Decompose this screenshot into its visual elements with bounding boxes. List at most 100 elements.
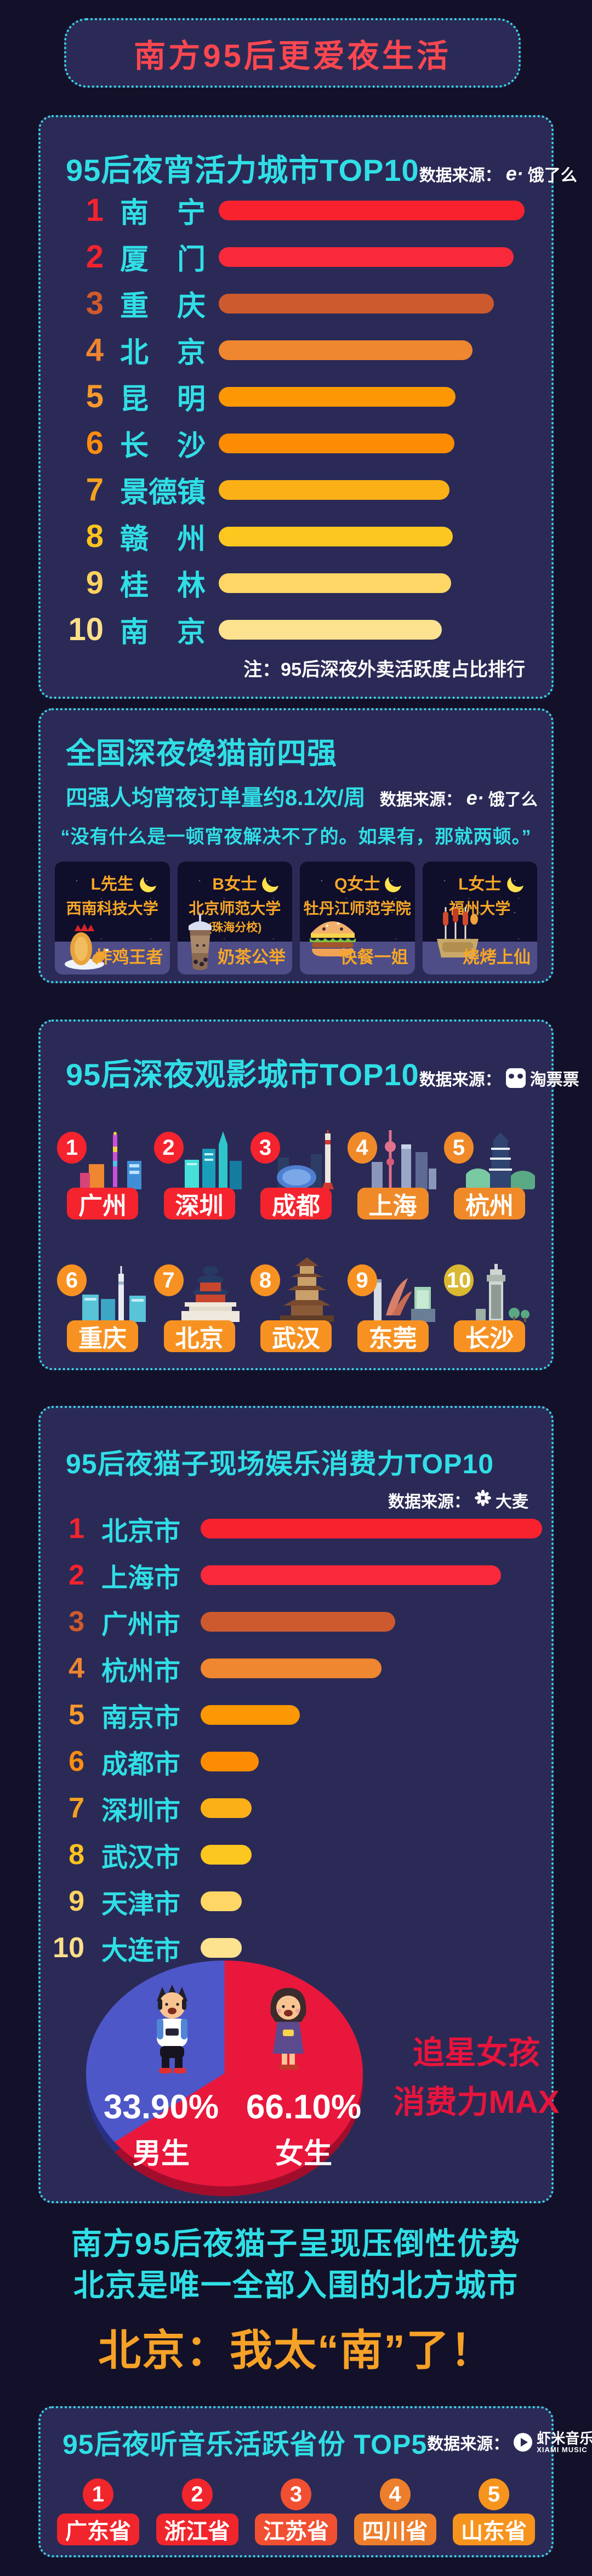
movie-city-item: 8 武汉 xyxy=(251,1257,341,1352)
movie-city-row-1: 1 广州 2 深圳 3 成都 4 上海 5 杭州 xyxy=(41,1130,551,1219)
rank-number: 9 xyxy=(86,565,104,601)
foodie-card: Q女士 牡丹江师范学院 快餐一姐 xyxy=(300,862,415,974)
section-foodies: 全国深夜馋猫前四强 四强人均宵夜订单量约8.1次/周 数据来源： e· 饿了么 … xyxy=(38,708,554,983)
source-name: 饿了么 xyxy=(488,791,538,809)
province-rank-badges: 1 2 3 4 5 xyxy=(41,2478,551,2510)
school-name: 西南科技大学 xyxy=(66,900,158,917)
rank-badge: 10 xyxy=(444,1264,474,1296)
school-name: 牡丹江师范学院 xyxy=(303,900,411,917)
table-row: 6 长 沙 xyxy=(41,420,551,466)
section-title: 95后夜听音乐活跃省份 TOP5 xyxy=(62,2429,428,2460)
conclusion-line-2: 北京是唯一全部入围的北方城市 xyxy=(73,2268,519,2303)
source-name: 大麦 xyxy=(496,1493,528,1511)
city-tag: 北京 xyxy=(163,1320,235,1352)
rank-number: 8 xyxy=(86,518,104,554)
table-row: 1 北京市 xyxy=(41,1505,551,1552)
bar xyxy=(201,1565,502,1585)
male-label: 男生 xyxy=(132,2138,190,2170)
table-row: 9 桂 林 xyxy=(41,560,551,606)
bar xyxy=(219,200,525,220)
city-label: 天津市 xyxy=(101,1889,181,1919)
bar xyxy=(201,1611,396,1632)
rank-number: 5 xyxy=(69,1699,84,1731)
city-tag: 成都 xyxy=(260,1188,332,1219)
person-name: L女士 xyxy=(458,875,502,893)
table-row: 5 南京市 xyxy=(41,1691,551,1738)
footnote: 注：95后深夜外卖活跃度占比排行 xyxy=(243,659,525,680)
rank-number: 7 xyxy=(86,472,104,508)
movie-city-item: 2 深圳 xyxy=(153,1130,245,1219)
city-label: 上海市 xyxy=(101,1563,181,1593)
city-label: 大连市 xyxy=(101,1936,181,1965)
callout-line-2: 消费力MAX xyxy=(393,2084,560,2120)
rank-number: 8 xyxy=(69,1838,84,1871)
province-tags: 广东省 浙江省 江苏省 四川省 山东省 xyxy=(41,2514,551,2545)
movie-city-item: 4 上海 xyxy=(347,1130,439,1219)
foodie-tag: 奶茶公举 xyxy=(218,948,286,967)
section-movies: 95后深夜观影城市TOP10 数据来源： 淘票票 1 广州 2 深圳 3 成都 xyxy=(38,1019,579,1370)
rank-number: 7 xyxy=(69,1792,84,1824)
city-label: 长 沙 xyxy=(120,430,206,462)
bar xyxy=(219,340,473,360)
table-row: 7 景德镇 xyxy=(41,466,551,513)
section-header: 95后深夜观影城市TOP10 数据来源： 淘票票 xyxy=(41,1022,579,1095)
female-percentage: 66.10% xyxy=(246,2088,362,2126)
bar xyxy=(201,1658,382,1678)
conclusion-punchline: 北京：我太“南”了！ xyxy=(98,2326,494,2375)
eleme-logo-icon: e· xyxy=(505,162,523,185)
pie xyxy=(86,1961,363,2186)
city-tag: 上海 xyxy=(357,1188,429,1219)
movie-city-item: 3 成都 xyxy=(251,1130,341,1219)
province-tag: 江苏省 xyxy=(255,2514,337,2545)
foodie-card: L女士 福州大学 烧烤上仙 xyxy=(422,862,537,974)
chongqing-skyline-illustration xyxy=(79,1263,148,1325)
foodie-cards: L先生 西南科技大学 炸鸡王者 B女士 北京师范大学 (珠海分校) 奶茶公举 xyxy=(41,862,551,974)
city-label: 桂 林 xyxy=(120,570,206,602)
movie-city-item: 6 重庆 xyxy=(57,1264,148,1352)
city-label: 赣 州 xyxy=(120,523,206,555)
bubble-tea-icon xyxy=(181,914,219,973)
data-source: 数据来源： 虾米音乐 XIAMI MUSIC xyxy=(427,2430,592,2454)
city-label: 深圳市 xyxy=(101,1796,181,1826)
shenzhen-skyline-illustration xyxy=(176,1130,245,1192)
girl-character-illustration xyxy=(261,1984,316,2079)
foodie-tag: 炸鸡王者 xyxy=(95,948,163,967)
table-row: 6 成都市 xyxy=(41,1738,551,1785)
bar xyxy=(201,1705,300,1725)
changsha-skyline-illustration xyxy=(466,1263,535,1325)
school-name: 北京师范大学 xyxy=(189,900,281,917)
city-label: 北 京 xyxy=(120,337,206,369)
conclusion-line-1: 南方95后夜猫子呈现压倒性优势 xyxy=(71,2226,521,2261)
section-header: 95后夜猫子现场娱乐消费力TOP10 xyxy=(41,1408,551,1481)
movie-city-item: 9 东莞 xyxy=(347,1264,439,1352)
damai-logo-icon xyxy=(475,1490,491,1511)
rank-number: 4 xyxy=(86,332,104,368)
source-name-en: XIAMI MUSIC xyxy=(537,2445,588,2454)
source-name: 饿了么 xyxy=(527,167,577,185)
person-name: Q女士 xyxy=(334,875,380,893)
data-source: 数据来源： 大麦 xyxy=(41,1488,551,1512)
rank-badge: 5 xyxy=(479,2478,509,2510)
page-title: 南方95后更爱夜生活 xyxy=(134,38,451,74)
source-name: 虾米音乐 xyxy=(537,2430,592,2447)
table-row: 7 深圳市 xyxy=(41,1785,551,1831)
bar xyxy=(219,573,452,593)
city-tag: 东莞 xyxy=(357,1320,429,1352)
foodie-card: B女士 北京师范大学 (珠海分校) 奶茶公举 xyxy=(177,862,292,974)
table-row: 2 上海市 xyxy=(41,1552,551,1598)
hangzhou-skyline-illustration xyxy=(464,1130,537,1193)
city-label: 昆 明 xyxy=(120,384,206,415)
burger-icon xyxy=(308,915,358,960)
rank-badge: 1 xyxy=(83,2478,113,2510)
rank-number: 10 xyxy=(68,612,104,647)
table-row: 10 大连市 xyxy=(41,1924,551,1971)
section-title: 95后深夜观影城市TOP10 xyxy=(66,1057,419,1092)
city-tag: 武汉 xyxy=(260,1320,332,1352)
rank-badge: 5 xyxy=(444,1132,474,1164)
rank-number: 3 xyxy=(86,286,104,321)
school-name: 福州大学 xyxy=(449,900,511,917)
rank-badge: 1 xyxy=(57,1132,87,1164)
city-label: 重 庆 xyxy=(120,290,206,322)
